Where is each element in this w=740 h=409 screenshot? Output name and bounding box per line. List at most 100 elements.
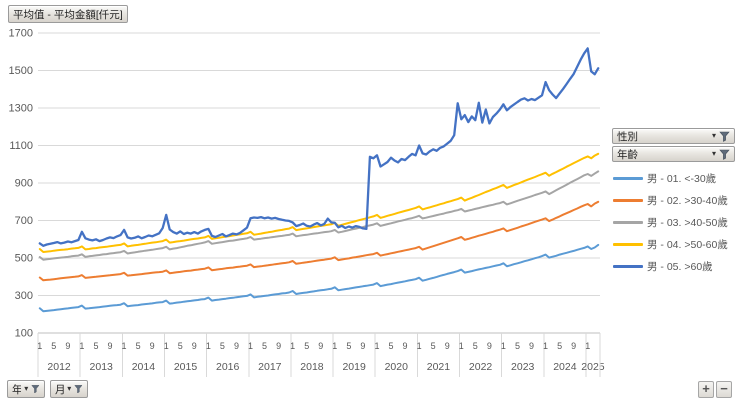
year-tick-label: 2025 [581,361,605,373]
month-tick-label: 1 [417,341,422,351]
month-tick-label: 1 [206,341,211,351]
month-tick-label: 1 [290,341,295,351]
series-line-2 [38,200,600,282]
legend-label: 男 - 05. >60歲 [647,260,713,273]
month-tick-label: 5 [262,341,267,351]
legend-label: 男 - 01. <-30歲 [647,172,717,185]
legend-item: 男 - 02. >30-40歲 [613,189,740,211]
legend-label: 男 - 03. >40-50歲 [647,216,728,229]
month-tick-label: 5 [220,341,225,351]
month-tick-label: 9 [360,341,365,351]
y-axis-tick-label: 300 [15,290,33,302]
month-tick-label: 1 [332,341,337,351]
gender-filter-button[interactable]: 性別 ▾ [612,128,735,144]
y-axis-tick-label: 100 [15,328,33,340]
month-tick-label: 1 [37,341,42,351]
month-tick-label: 1 [122,341,127,351]
chevron-down-icon: ▾ [67,384,72,393]
month-tick-label: 5 [431,341,436,351]
legend-item: 男 - 01. <-30歲 [613,167,740,189]
chevron-down-icon: ▾ [711,131,716,140]
y-axis-tick-label: 900 [15,178,33,190]
legend-item: 男 - 03. >40-50歲 [613,211,740,233]
legend-line-swatch [613,242,643,246]
month-tick-label: 5 [346,341,351,351]
y-axis-tick-label: 1500 [9,65,33,77]
year-tick-label: 2024 [553,361,577,373]
month-tick-label: 1 [248,341,253,351]
y-axis-tick-label: 1300 [9,103,33,115]
filter-funnel-icon [74,385,83,394]
legend-line-swatch [613,220,643,224]
age-filter-button[interactable]: 年齡 ▾ [612,146,735,162]
y-axis-tick-label: 700 [15,215,33,227]
expand-field-button[interactable]: + [698,381,714,398]
year-tick-label: 2022 [469,361,493,373]
month-tick-label: 5 [473,341,478,351]
month-tick-label: 9 [403,341,408,351]
month-tick-label: 5 [515,341,520,351]
legend-label: 男 - 02. >30-40歲 [647,194,728,207]
year-axis-field-button[interactable]: 年 ▾ [7,380,45,398]
month-tick-label: 9 [318,341,323,351]
legend-line-swatch [613,176,643,180]
gender-filter-label: 性別 [617,130,638,143]
year-tick-label: 2012 [47,361,71,373]
month-tick-label: 9 [192,341,197,351]
chevron-down-icon: ▾ [24,384,29,393]
year-tick-label: 2023 [511,361,535,373]
year-tick-label: 2020 [385,361,409,373]
chart-legend: 男 - 01. <-30歲男 - 02. >30-40歲男 - 03. >40-… [613,167,740,277]
month-tick-label: 1 [459,341,464,351]
filter-funnel-icon [719,131,730,142]
month-tick-label: 9 [107,341,112,351]
year-tick-label: 2021 [427,361,451,373]
y-axis-tick-label: 500 [15,253,33,265]
month-tick-label: 9 [571,341,576,351]
month-axis-field-button[interactable]: 月 ▾ [50,380,88,398]
month-tick-label: 1 [164,341,169,351]
month-tick-label: 5 [93,341,98,351]
month-tick-label: 9 [150,341,155,351]
values-field-label: 平均值 - 平均金額[仟元] [13,8,123,21]
legend-item: 男 - 04. >50-60歲 [613,233,740,255]
series-line-4 [38,152,600,253]
series-line-3 [38,170,600,261]
month-tick-label: 9 [529,341,534,351]
month-tick-label: 5 [304,341,309,351]
year-tick-label: 2013 [90,361,114,373]
month-tick-label: 5 [51,341,56,351]
month-tick-label: 1 [79,341,84,351]
month-tick-label: 1 [501,341,506,351]
month-tick-label: 9 [234,341,239,351]
filter-funnel-icon [719,149,730,160]
month-tick-label: 9 [65,341,70,351]
month-tick-label: 1 [585,341,590,351]
legend-line-swatch [613,264,643,268]
month-tick-label: 9 [487,341,492,351]
year-tick-label: 2017 [258,361,282,373]
month-tick-label: 1 [543,341,548,351]
month-tick-label: 1 [374,341,379,351]
month-tick-label: 5 [136,341,141,351]
chevron-down-icon: ▾ [711,149,716,158]
month-tick-label: 9 [445,341,450,351]
year-tick-label: 2014 [132,361,156,373]
legend-item: 男 - 05. >60歲 [613,255,740,277]
y-axis-tick-label: 1700 [9,28,33,40]
year-tick-label: 2016 [216,361,240,373]
values-field-button[interactable]: 平均值 - 平均金額[仟元] [8,5,128,23]
year-tick-label: 2018 [300,361,324,373]
legend-label: 男 - 04. >50-60歲 [647,238,728,251]
month-tick-label: 9 [276,341,281,351]
month-tick-label: 5 [557,341,562,351]
collapse-field-button[interactable]: − [716,381,732,398]
series-line-1 [38,243,600,313]
legend-line-swatch [613,198,643,202]
month-tick-label: 5 [388,341,393,351]
series-line-5 [38,47,600,247]
year-field-label: 年 [12,383,22,396]
month-field-label: 月 [55,383,65,396]
month-tick-label: 5 [178,341,183,351]
